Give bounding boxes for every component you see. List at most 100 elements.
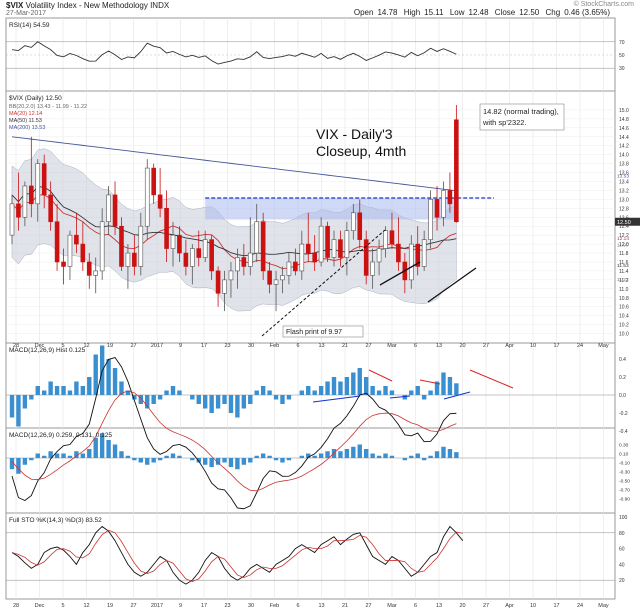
candle-body (389, 230, 395, 245)
macd-hist-bar (325, 381, 330, 395)
macd-hist-bar (318, 386, 324, 395)
candle-body (35, 163, 41, 205)
candle-body (112, 194, 118, 227)
macd-hist-bar (415, 386, 420, 395)
candle-body (447, 190, 453, 205)
macd-bar (61, 453, 66, 458)
macd-bar (415, 453, 420, 458)
macd-bar (54, 453, 60, 458)
macd-bar (409, 455, 414, 458)
candle-body (151, 167, 156, 196)
candle-body (363, 239, 369, 276)
x-tick-label-bottom: Apr (505, 603, 514, 609)
macd-tick: 0.30 (619, 443, 629, 449)
sto-plot: 100 80 60 40 20 (6, 515, 628, 585)
rsi-label: RSI(14) 54.59 (9, 22, 50, 29)
macd-bar (196, 458, 201, 463)
macd-hist-bar (273, 395, 279, 400)
candle-body (247, 252, 253, 267)
macd-bar (376, 455, 382, 458)
macd-hist-tick: 0.0 (619, 393, 626, 399)
x-tick-label-bottom: 17 (553, 603, 559, 609)
hist-red-line-1 (368, 369, 393, 382)
x-tick-label-price: Apr (505, 343, 514, 349)
macd-hist-bar (441, 372, 446, 395)
x-tick-label-price: 9 (179, 343, 182, 349)
macd-bar (93, 437, 98, 458)
high-label: High (403, 8, 421, 17)
x-tick-label-bottom: 13 (436, 603, 442, 609)
price-tick-label: 10.6 (619, 305, 629, 311)
x-tick-label-price: May (598, 343, 609, 349)
x-tick-label-bottom: 27 (130, 603, 136, 609)
candle-body (16, 203, 21, 218)
chg-label: Chg (545, 8, 561, 17)
macd-tick: -0.50 (619, 479, 630, 485)
macd-label: MACD(12,26,9) 0.259, 0.131, 0.125 (9, 432, 112, 439)
macd-bar (125, 455, 131, 458)
macd-hist-bar (87, 377, 92, 395)
candle-body (22, 185, 28, 218)
macd-bar (402, 458, 408, 461)
macd-bar (241, 458, 247, 465)
macd-hist-bar (306, 386, 311, 395)
macd-tick: -0.90 (619, 497, 630, 503)
x-tick-label-bottom: 27 (365, 603, 371, 609)
macd-bar (74, 451, 79, 458)
low-label: Low (449, 8, 465, 17)
macd-bar (228, 458, 234, 467)
macd-hist-bar (61, 386, 66, 395)
macd-hist-bar (42, 390, 47, 395)
macd-hist-bar (338, 381, 343, 395)
candle-body (48, 194, 53, 223)
candle-body (157, 194, 163, 209)
x-tick-label-bottom: 28 (13, 603, 19, 609)
macd-hist-bar (22, 395, 28, 409)
macd-bar (209, 458, 214, 467)
dashed-trendline (261, 229, 386, 337)
x-tick-label-bottom: 10 (530, 603, 536, 609)
candle-body (312, 252, 317, 263)
x-tick-label-bottom: 12 (83, 603, 89, 609)
macd-hist-bar (215, 395, 221, 409)
ma50-line (11, 186, 457, 257)
candle-body (125, 252, 131, 267)
note-box (479, 103, 565, 131)
candle-body (93, 270, 99, 276)
chart-date: 27-Mar-2017 (6, 10, 47, 17)
macd-bar (215, 458, 221, 465)
candle-body (61, 261, 66, 267)
x-tick-label-price: 20 (459, 343, 465, 349)
close-label: Close (494, 8, 516, 17)
macd-hist-bar (376, 390, 382, 395)
hist-blue-line-2 (389, 395, 411, 399)
macd-hist-bar (267, 390, 272, 395)
candle-body (222, 279, 227, 294)
candle-body (415, 243, 421, 267)
macd-signal-line (11, 390, 457, 492)
x-tick-label-bottom: 30 (248, 603, 254, 609)
sto-panel (5, 512, 616, 600)
macd-bar (170, 453, 176, 458)
macd-hist-bar (209, 395, 214, 413)
candle-body (29, 185, 34, 205)
x-tick-label-bottom: 5 (61, 603, 64, 609)
x-tick-label-bottom: 6 (296, 603, 299, 609)
candle-body (267, 270, 272, 285)
hist-blue-line-1 (312, 395, 361, 403)
price-tick-label: 10.8 (619, 296, 629, 302)
candle-body (454, 119, 459, 223)
x-tick-label-price: 24 (577, 343, 583, 349)
x-tick-label-price: Mar (387, 343, 397, 349)
price-tick-label: 11.0 (619, 287, 629, 293)
macd-bar (280, 458, 285, 463)
candle-body (209, 239, 214, 272)
price-plot: 15.0 14.8 14.6 14.4 14.2 14.0 13.8 13.6 13.4 13.2… (9, 105, 640, 338)
macd-hist-bar (357, 368, 362, 395)
candle-body (351, 212, 356, 231)
note-line-1: 14.82 (normal trading), (483, 107, 559, 116)
macd-bar (344, 449, 350, 458)
candle-body (408, 243, 414, 281)
macd-bar (299, 455, 304, 458)
